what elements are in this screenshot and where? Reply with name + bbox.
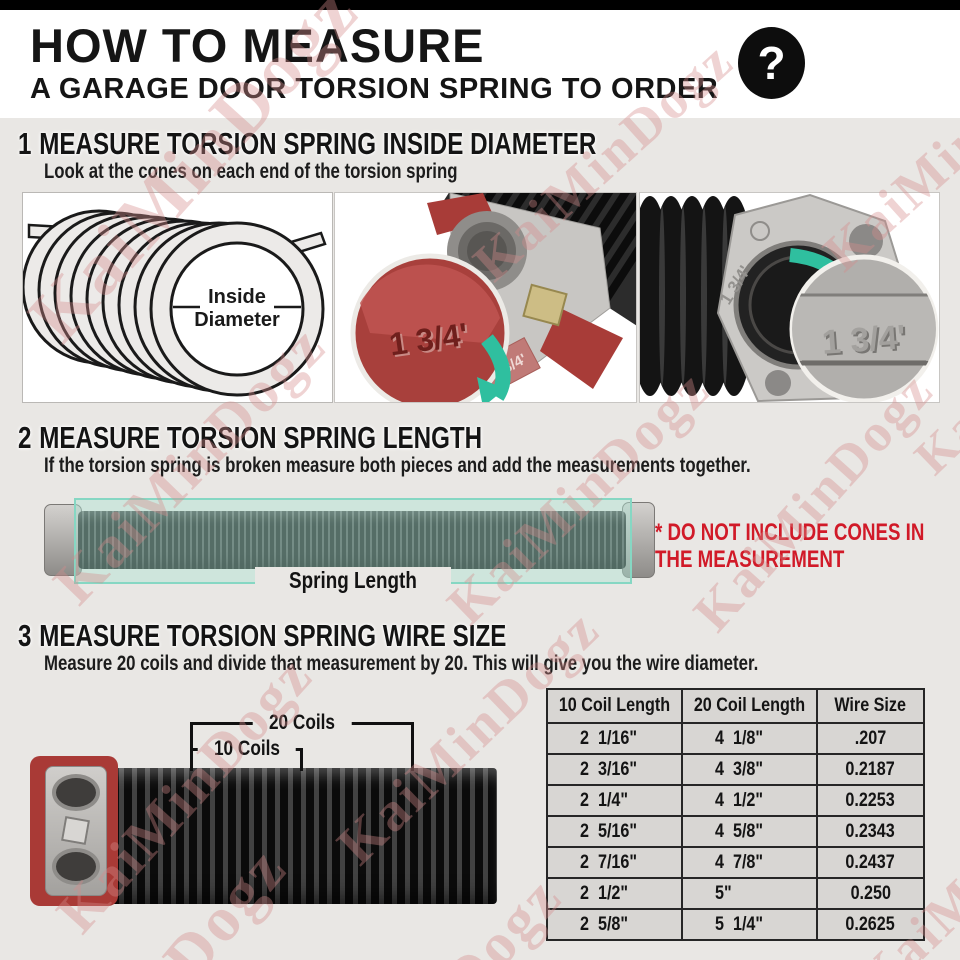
page-subtitle: A GARAGE DOOR TORSION SPRING TO ORDER bbox=[30, 73, 719, 105]
section-heading-text: MEASURE TORSION SPRING LENGTH bbox=[39, 420, 483, 455]
inside-diameter-drawing-panel: Inside Diameter bbox=[21, 192, 333, 403]
table-row: 2 3/16" 4 3/8" 0.2187 bbox=[546, 753, 925, 786]
top-bar bbox=[0, 0, 960, 10]
table-cell: 2 1/2" bbox=[546, 877, 683, 910]
section-heading-text: MEASURE TORSION SPRING WIRE SIZE bbox=[39, 618, 507, 653]
coils-bracket-10: 10 Coils bbox=[190, 737, 303, 771]
table-cell: 2 1/4" bbox=[546, 784, 683, 817]
table-cell: 2 7/16" bbox=[546, 846, 683, 879]
table-cell: 0.250 bbox=[815, 877, 925, 910]
table-row: 2 1/2" 5" 0.250 bbox=[546, 877, 925, 910]
header: HOW TO MEASURE A GARAGE DOOR TORSION SPR… bbox=[0, 10, 960, 118]
section-2-subheading: If the torsion spring is broken measure … bbox=[44, 454, 751, 477]
section-heading-text: MEASURE TORSION SPRING INSIDE DIAMETER bbox=[39, 126, 597, 161]
table-cell: 5" bbox=[680, 877, 818, 910]
section-number: 1 bbox=[18, 126, 32, 161]
section-3-heading: 3 MEASURE TORSION SPRING WIRE SIZE bbox=[18, 618, 644, 654]
section-1-subheading: Look at the cones on each end of the tor… bbox=[44, 160, 458, 183]
table-row: 2 5/8" 5 1/4" 0.2625 bbox=[546, 908, 925, 941]
spring-length-label: Spring Length bbox=[255, 567, 451, 594]
svg-text:1 3/4': 1 3/4' bbox=[823, 320, 909, 364]
warning-line-2: THE MEASUREMENT bbox=[655, 546, 845, 573]
spring-coils-image bbox=[98, 768, 497, 904]
red-cone-photo-panel: 1 3/4' 1 3/4' 1 3/4' bbox=[334, 74, 727, 413]
section-1-heading: 1 MEASURE TORSION SPRING INSIDE DIAMETER bbox=[18, 126, 759, 162]
table-header-cell: 10 Coil Length bbox=[546, 688, 683, 724]
table-cell: 5 1/4" bbox=[680, 908, 818, 941]
table-cell: 2 5/8" bbox=[546, 908, 683, 941]
table-cell: 4 1/2" bbox=[680, 784, 818, 817]
table-cell: 2 3/16" bbox=[546, 753, 683, 786]
table-cell: 0.2343 bbox=[815, 815, 925, 848]
section-number: 3 bbox=[18, 618, 32, 653]
table-cell: 2 1/16" bbox=[546, 722, 683, 755]
section-3-subheading: Measure 20 coils and divide that measure… bbox=[44, 652, 759, 675]
coil-count-label-20: 20 Coils bbox=[252, 711, 352, 735]
table-cell: 0.2625 bbox=[815, 908, 925, 941]
table-cell: 4 3/8" bbox=[680, 753, 818, 786]
zoom-callout-text: 1 3/4' bbox=[821, 318, 907, 362]
table-cell: 0.2437 bbox=[815, 846, 925, 879]
set-screw bbox=[522, 283, 568, 327]
table-cell: 4 5/8" bbox=[680, 815, 818, 848]
table-cell: 2 5/16" bbox=[546, 815, 683, 848]
table-header-cell: 20 Coil Length bbox=[680, 688, 818, 724]
table-row: 2 7/16" 4 7/8" 0.2437 bbox=[546, 846, 925, 879]
measurement-highlight-box bbox=[74, 498, 632, 584]
section-2-heading: 2 MEASURE TORSION SPRING LENGTH bbox=[18, 420, 613, 456]
page-title: HOW TO MEASURE bbox=[30, 19, 485, 72]
table-cell: .207 bbox=[815, 722, 925, 755]
table-cell: 4 7/8" bbox=[680, 846, 818, 879]
table-header-row: 10 Coil Length 20 Coil Length Wire Size bbox=[546, 688, 925, 724]
table-cell: 0.2187 bbox=[815, 753, 925, 786]
warning-line-1: * DO NOT INCLUDE CONES IN bbox=[655, 519, 925, 546]
table-cell: 4 1/8" bbox=[680, 722, 818, 755]
teal-arrow-icon bbox=[477, 334, 511, 407]
silver-cone-illustration: 1 3/4' 1 3/4' 1 3/4' bbox=[629, 193, 939, 404]
set-screw bbox=[61, 816, 90, 845]
cone-hole bbox=[52, 774, 100, 811]
coil-count-label-10: 10 Coils bbox=[197, 737, 296, 761]
inside-diameter-hole bbox=[169, 241, 305, 377]
cone-hole bbox=[52, 848, 100, 885]
table-cell: 0.2253 bbox=[815, 784, 925, 817]
red-cone-illustration: 1 3/4' 1 3/4' 1 3/4' bbox=[350, 74, 727, 413]
coils-bracket-20: 20 Coils bbox=[190, 711, 414, 771]
table-header-cell: Wire Size bbox=[815, 688, 925, 724]
zoom-callout: 1 3/4' 1 3/4' bbox=[821, 318, 909, 364]
question-mark-icon: ? bbox=[738, 27, 805, 99]
logo-mark bbox=[750, 221, 770, 241]
torsion-spring-image bbox=[78, 511, 626, 569]
section-number: 2 bbox=[18, 420, 32, 455]
cones-warning: * DO NOT INCLUDE CONES IN THE MEASUREMEN… bbox=[655, 519, 960, 573]
coil-spring-drawing: Inside Diameter bbox=[21, 209, 327, 397]
inside-diameter-label: Diameter bbox=[194, 309, 280, 331]
torsion-cone-red bbox=[30, 756, 118, 906]
table-row: 2 1/4" 4 1/2" 0.2253 bbox=[546, 784, 925, 817]
wire-size-table: 10 Coil Length 20 Coil Length Wire Size … bbox=[546, 688, 925, 941]
silver-cone-photo-panel: 1 3/4' 1 3/4' 1 3/4' bbox=[629, 192, 940, 404]
inside-diameter-label: Inside bbox=[208, 286, 266, 308]
table-row: 2 1/16" 4 1/8" .207 bbox=[546, 722, 925, 755]
table-row: 2 5/16" 4 5/8" 0.2343 bbox=[546, 815, 925, 848]
